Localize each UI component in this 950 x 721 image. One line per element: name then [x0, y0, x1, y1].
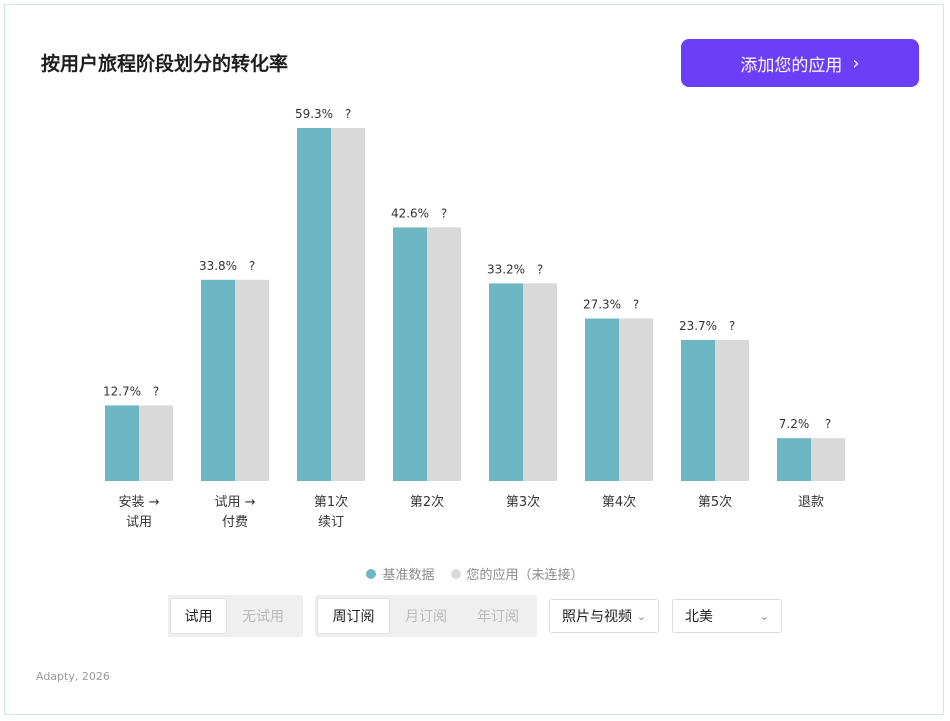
x-tick-label: 第5次: [698, 494, 732, 510]
bar-baseline[interactable]: [105, 405, 139, 481]
x-tick-label: 第2次: [410, 494, 444, 510]
bar-your-app[interactable]: [427, 227, 461, 481]
bar-your-app[interactable]: [715, 339, 749, 481]
bar-baseline[interactable]: [585, 318, 619, 481]
chevron-down-icon: ⌄: [636, 609, 646, 623]
bar-your-app[interactable]: [619, 318, 653, 481]
data-label-your-app: ?: [729, 319, 735, 333]
chart-title: 按用户旅程阶段划分的转化率: [41, 53, 289, 75]
period-option-yearly[interactable]: 年订阅: [477, 609, 519, 625]
data-label-your-app: ?: [153, 384, 159, 398]
x-tick-label: 退款: [798, 495, 824, 510]
chart-legend: 基准数据 您的应用（未连接）: [0, 564, 950, 583]
bar-chart: 12.7% ? 安装 →试用 33.8% ? 试用 →付费 59.3% ? 第1次续订 42.6%…: [103, 107, 845, 530]
bar-your-app[interactable]: [235, 279, 269, 481]
bar-your-app[interactable]: [139, 405, 173, 481]
period-option-monthly[interactable]: 月订阅: [405, 609, 447, 625]
legend-label-baseline: 基准数据: [382, 568, 435, 583]
bar-baseline[interactable]: [297, 128, 331, 481]
data-label-baseline: 12.7%: [103, 384, 141, 398]
bar-baseline[interactable]: [777, 438, 811, 481]
data-label-baseline: 23.7%: [679, 319, 717, 333]
trial-option-no-trial[interactable]: 无试用: [242, 609, 284, 625]
region-dropdown-value: 北美: [685, 609, 713, 625]
data-label-your-app: ?: [825, 417, 831, 431]
category-dropdown-value: 照片与视频: [562, 609, 632, 625]
chevron-down-icon: ⌄: [759, 609, 769, 623]
bar-baseline[interactable]: [681, 339, 715, 481]
source-note: Adapty, 2026: [36, 670, 110, 683]
region-dropdown[interactable]: 北美 ⌄: [672, 599, 782, 633]
data-label-baseline: 27.3%: [583, 297, 621, 311]
trial-toggle: 试用 无试用: [168, 595, 303, 637]
bar-baseline[interactable]: [489, 283, 523, 481]
bar-baseline[interactable]: [201, 279, 235, 481]
data-label-baseline: 42.6%: [391, 206, 429, 220]
legend-item-baseline[interactable]: 基准数据: [366, 564, 435, 583]
data-label-baseline: 33.2%: [487, 262, 525, 276]
data-label-your-app: ?: [633, 297, 639, 311]
x-tick-label: 第1次续订: [314, 494, 348, 530]
legend-item-app[interactable]: 您的应用（未连接）: [450, 564, 584, 583]
chevron-right-icon: ›: [852, 52, 860, 74]
add-app-button-label: 添加您的应用: [740, 55, 843, 76]
x-tick-label: 第3次: [506, 494, 540, 510]
period-toggle: 周订阅 月订阅 年订阅: [315, 595, 537, 637]
legend-dot-app: [450, 568, 461, 579]
data-label-your-app: ?: [537, 262, 543, 276]
period-option-weekly[interactable]: 周订阅: [318, 599, 389, 633]
x-tick-label: 安装 →试用: [118, 495, 159, 530]
x-tick-label: 第4次: [602, 494, 636, 510]
data-label-baseline: 33.8%: [199, 259, 237, 273]
trial-option-with-trial[interactable]: 试用: [171, 599, 226, 633]
bar-your-app[interactable]: [331, 128, 365, 481]
legend-dot-baseline: [366, 568, 377, 579]
data-label-baseline: 7.2%: [779, 417, 810, 431]
data-label-baseline: 59.3%: [295, 107, 333, 121]
bar-baseline[interactable]: [393, 227, 427, 481]
data-label-your-app: ?: [345, 107, 351, 121]
add-app-button[interactable]: 添加您的应用 ›: [681, 39, 919, 87]
data-label-your-app: ?: [441, 206, 447, 220]
legend-label-app: 您的应用（未连接）: [466, 568, 584, 583]
bar-your-app[interactable]: [523, 283, 557, 481]
category-dropdown[interactable]: 照片与视频 ⌄: [549, 599, 659, 633]
bar-your-app[interactable]: [811, 438, 845, 481]
data-label-your-app: ?: [249, 259, 255, 273]
x-tick-label: 试用 →付费: [214, 495, 255, 530]
